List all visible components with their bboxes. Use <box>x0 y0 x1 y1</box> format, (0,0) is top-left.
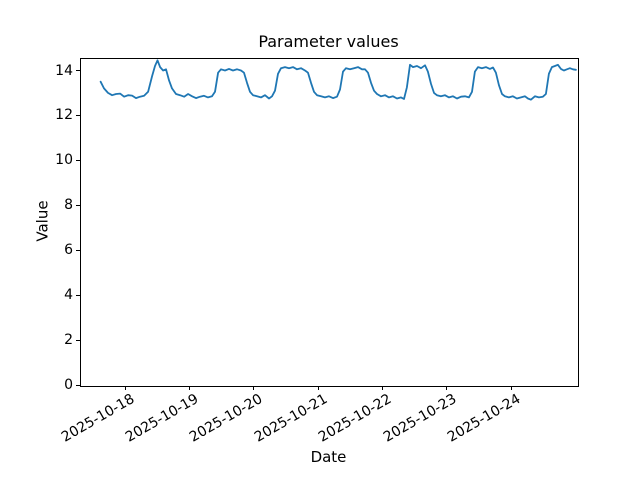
y-tick-label: 4 <box>64 287 73 304</box>
x-tick-mark <box>446 386 448 390</box>
y-tick-mark <box>76 204 80 206</box>
y-tick-label: 6 <box>64 242 73 259</box>
y-tick-mark <box>76 114 80 116</box>
y-tick-label: 2 <box>64 332 73 349</box>
y-tick-label: 12 <box>55 107 73 124</box>
x-tick-mark <box>382 386 384 390</box>
x-tick-label: 2025-10-20 <box>187 391 266 446</box>
x-tick-label: 2025-10-22 <box>316 391 395 446</box>
y-tick-mark <box>76 70 80 72</box>
y-tick-mark <box>76 294 80 296</box>
x-tick-mark <box>510 386 512 390</box>
chart-title: Parameter values <box>258 32 399 51</box>
y-tick-label: 8 <box>64 197 73 214</box>
y-axis-label: Value <box>33 200 52 242</box>
y-tick-mark <box>76 384 80 386</box>
plot-area <box>80 58 579 387</box>
plot-canvas <box>99 59 577 101</box>
x-tick-mark <box>253 386 255 390</box>
y-tick-mark <box>76 249 80 251</box>
x-axis-label: Date <box>310 448 347 466</box>
series-line <box>99 59 577 101</box>
x-tick-mark <box>317 386 319 390</box>
y-tick-mark <box>76 159 80 161</box>
y-tick-label: 0 <box>64 377 73 393</box>
y-tick-label: 14 <box>55 62 73 79</box>
x-tick-mark <box>124 386 126 390</box>
y-tick-mark <box>76 339 80 341</box>
y-tick-label: 10 <box>55 152 73 169</box>
x-tick-mark <box>188 386 190 390</box>
